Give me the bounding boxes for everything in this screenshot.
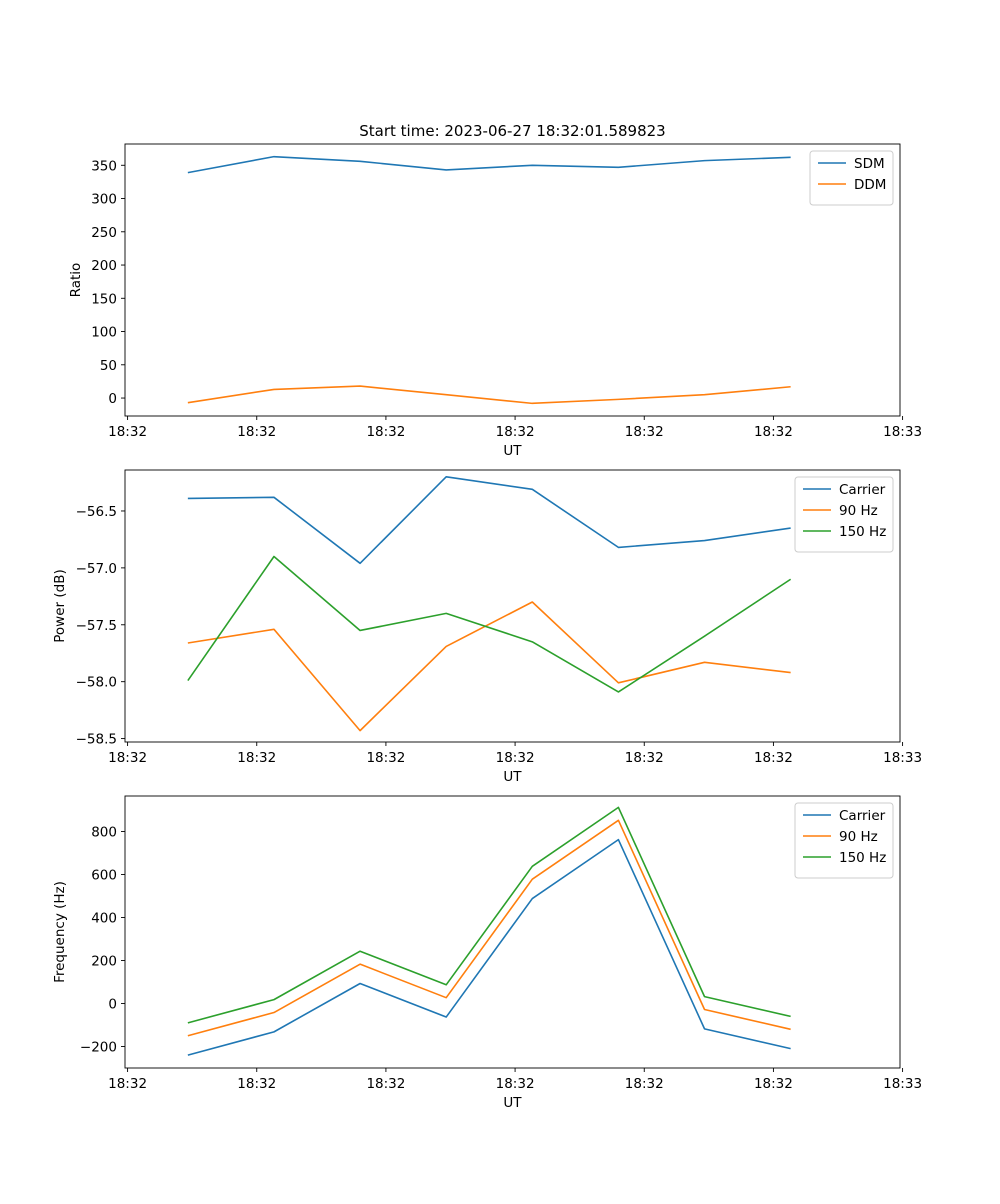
x-tick-label: 18:32 [108, 1076, 147, 1092]
y-axis-label: Frequency (Hz) [52, 881, 68, 983]
legend-box [809, 150, 894, 206]
series-line-carrier [187, 838, 791, 1056]
y-tick-label: 200 [91, 953, 117, 969]
legend: SDM DDM [809, 150, 894, 206]
y-tick-label: −56.5 [76, 504, 117, 520]
plot-frame [124, 469, 901, 743]
x-tick-label: 18:32 [754, 1076, 793, 1092]
y-tick-label: 400 [91, 910, 117, 926]
x-tick-label: 18:32 [625, 424, 664, 440]
legend-label: 90 Hz [839, 829, 878, 845]
x-tick-label: 18:32 [496, 750, 535, 766]
x-tick-label: 18:32 [237, 1076, 276, 1092]
legend-label: Carrier [839, 482, 886, 498]
plot-frame [124, 795, 901, 1069]
series-line-90-hz [187, 601, 791, 732]
x-tick-label: 18:32 [625, 1076, 664, 1092]
y-axis-label: Power (dB) [52, 569, 68, 642]
series-line-90-hz [187, 819, 791, 1037]
x-tick-label: 18:32 [496, 424, 535, 440]
x-tick-label: 18:32 [108, 424, 147, 440]
y-tick-label: 200 [91, 258, 117, 274]
legend-box [794, 802, 894, 879]
x-tick-label: 18:32 [237, 424, 276, 440]
x-tick-label: 18:32 [366, 424, 405, 440]
chart-panel-3: 18:32 18:32 18:32 18:32 18:32 18:32 18:33 −200 0… [52, 795, 922, 1111]
legend: Carrier 90 Hz 150 Hz [794, 476, 894, 553]
chart-panel-2: 18:32 18:32 18:32 18:32 18:32 18:32 18:33 −58.5… [52, 469, 922, 785]
y-tick-label: −58.0 [76, 675, 117, 691]
y-tick-label: 100 [91, 325, 117, 341]
legend-label: 90 Hz [839, 503, 878, 519]
y-tick-label: 800 [91, 824, 117, 840]
legend-label: 150 Hz [839, 524, 886, 540]
x-tick-label: 18:32 [496, 1076, 535, 1092]
plot-frame [124, 143, 901, 417]
x-tick-label: 18:33 [883, 424, 922, 440]
legend: Carrier 90 Hz 150 Hz [794, 802, 894, 879]
y-tick-label: 350 [91, 158, 117, 174]
y-tick-label: 50 [100, 358, 117, 374]
x-tick-label: 18:32 [237, 750, 276, 766]
legend-label: Carrier [839, 808, 886, 824]
chart-title: Start time: 2023-06-27 18:32:01.589823 [359, 122, 665, 140]
legend-label: 150 Hz [839, 850, 886, 866]
x-tick-label: 18:32 [366, 750, 405, 766]
x-tick-label: 18:33 [883, 1076, 922, 1092]
y-tick-label: 150 [91, 291, 117, 307]
x-axis-label: UT [503, 443, 522, 459]
y-tick-label: −58.5 [76, 732, 117, 748]
series-line-ddm [187, 385, 791, 405]
y-tick-label: 0 [108, 996, 117, 1012]
chart-panel-1: Start time: 2023-06-27 18:32:01.589823 18… [68, 122, 922, 459]
x-tick-label: 18:32 [754, 424, 793, 440]
y-tick-label: −57.0 [76, 561, 117, 577]
series-line-sdm [187, 155, 791, 174]
y-tick-label: 250 [91, 225, 117, 241]
y-tick-label: 600 [91, 867, 117, 883]
y-tick-label: −57.5 [76, 618, 117, 634]
x-axis-label: UT [503, 1095, 522, 1111]
x-tick-label: 18:32 [366, 1076, 405, 1092]
legend-label: SDM [854, 156, 885, 172]
series-line-carrier [187, 476, 791, 565]
series-line-150-hz [187, 555, 792, 693]
legend-label: DDM [854, 177, 886, 193]
x-tick-label: 18:33 [883, 750, 922, 766]
x-axis-label: UT [503, 769, 522, 785]
legend-box [794, 476, 894, 553]
y-tick-label: −200 [80, 1039, 117, 1055]
x-tick-label: 18:32 [108, 750, 147, 766]
x-tick-label: 18:32 [754, 750, 793, 766]
y-tick-label: 0 [108, 391, 117, 407]
y-tick-label: 300 [91, 192, 117, 208]
series-line-150-hz [187, 806, 791, 1024]
y-axis-label: Ratio [68, 263, 84, 298]
x-tick-label: 18:32 [625, 750, 664, 766]
